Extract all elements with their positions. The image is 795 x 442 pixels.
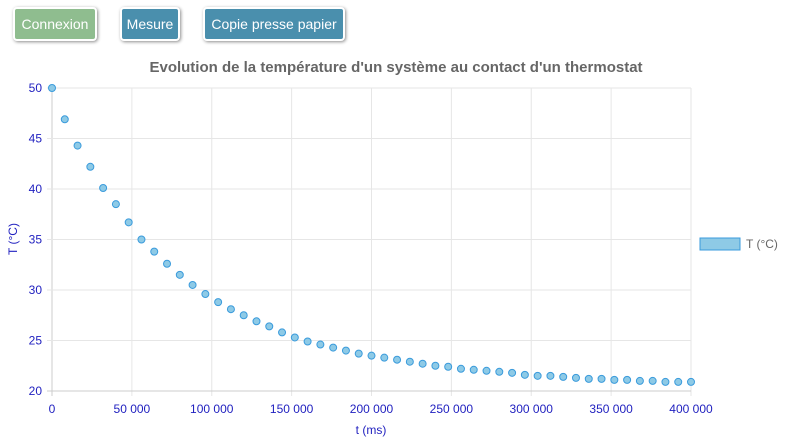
data-point <box>367 351 376 360</box>
data-point <box>201 290 210 299</box>
measure-button[interactable]: Mesure <box>120 7 180 41</box>
y-tick-label: 40 <box>29 182 43 196</box>
x-tick-label: 100 000 <box>190 402 234 416</box>
data-point <box>648 376 657 385</box>
data-point <box>214 298 223 307</box>
legend-label: T (°C) <box>746 237 778 251</box>
data-point <box>623 375 632 384</box>
x-tick-label: 150 000 <box>270 402 314 416</box>
temperature-chart: Evolution de la température d'un système… <box>6 59 778 437</box>
x-tick-label: 350 000 <box>589 402 633 416</box>
data-point <box>188 280 197 289</box>
data-point <box>674 377 683 386</box>
x-tick-label: 250 000 <box>430 402 474 416</box>
data-point <box>520 370 529 379</box>
data-point <box>303 337 312 346</box>
data-point <box>444 362 453 371</box>
y-axis-ticks: 20 25 30 35 40 45 50 <box>29 81 43 398</box>
chart-grid <box>47 87 692 396</box>
data-point <box>405 357 414 366</box>
data-point <box>278 328 287 337</box>
y-tick-label: 50 <box>29 81 43 95</box>
y-tick-label: 30 <box>29 283 43 297</box>
data-point <box>571 373 580 382</box>
data-points <box>48 84 695 386</box>
data-point <box>99 183 108 192</box>
y-tick-label: 25 <box>29 334 43 348</box>
legend-swatch <box>699 237 741 251</box>
chart-title: Evolution de la température d'un système… <box>149 59 642 76</box>
data-point <box>265 322 274 331</box>
x-tick-label: 0 <box>49 402 56 416</box>
data-point <box>175 270 184 279</box>
data-point <box>546 371 555 380</box>
data-point <box>456 364 465 373</box>
x-axis-ticks: 0 50 000 100 000 150 000 200 000 250 000 300 0… <box>49 402 713 416</box>
data-point <box>482 366 491 375</box>
data-point <box>290 333 299 342</box>
data-point <box>431 361 440 370</box>
data-point <box>86 162 95 171</box>
x-tick-label: 400 000 <box>669 402 713 416</box>
data-point <box>73 141 82 150</box>
data-point <box>380 353 389 362</box>
data-point <box>393 355 402 364</box>
data-point <box>354 349 363 358</box>
data-point <box>226 305 235 314</box>
data-point <box>124 218 133 227</box>
data-point <box>48 84 56 92</box>
data-point <box>495 367 504 376</box>
data-point <box>635 376 644 385</box>
data-point <box>341 346 350 355</box>
data-point <box>150 247 159 256</box>
y-tick-label: 45 <box>29 132 43 146</box>
data-point <box>559 372 568 381</box>
data-point <box>687 377 695 386</box>
data-point <box>329 343 338 352</box>
data-point <box>316 340 325 349</box>
data-point <box>418 359 427 368</box>
data-point <box>584 374 593 383</box>
data-point <box>661 377 670 386</box>
y-axis-label: T (°C) <box>6 223 20 255</box>
data-point <box>597 374 606 383</box>
data-point <box>533 371 542 380</box>
data-point <box>137 235 146 244</box>
data-point <box>111 200 120 209</box>
connect-button[interactable]: Connexion <box>13 7 97 41</box>
x-axis-label: t (ms) <box>356 423 387 437</box>
data-point <box>163 259 172 268</box>
x-tick-label: 200 000 <box>350 402 394 416</box>
y-tick-label: 20 <box>29 384 43 398</box>
data-point <box>239 311 248 320</box>
x-tick-label: 50 000 <box>114 402 151 416</box>
data-point <box>60 115 69 124</box>
data-point <box>469 365 478 374</box>
y-tick-label: 35 <box>29 233 43 247</box>
data-point <box>508 368 517 377</box>
copy-clipboard-button[interactable]: Copie presse papier <box>203 7 345 41</box>
data-point <box>252 317 261 326</box>
legend[interactable]: T (°C) <box>699 237 778 251</box>
x-tick-label: 300 000 <box>510 402 554 416</box>
data-point <box>610 375 619 384</box>
